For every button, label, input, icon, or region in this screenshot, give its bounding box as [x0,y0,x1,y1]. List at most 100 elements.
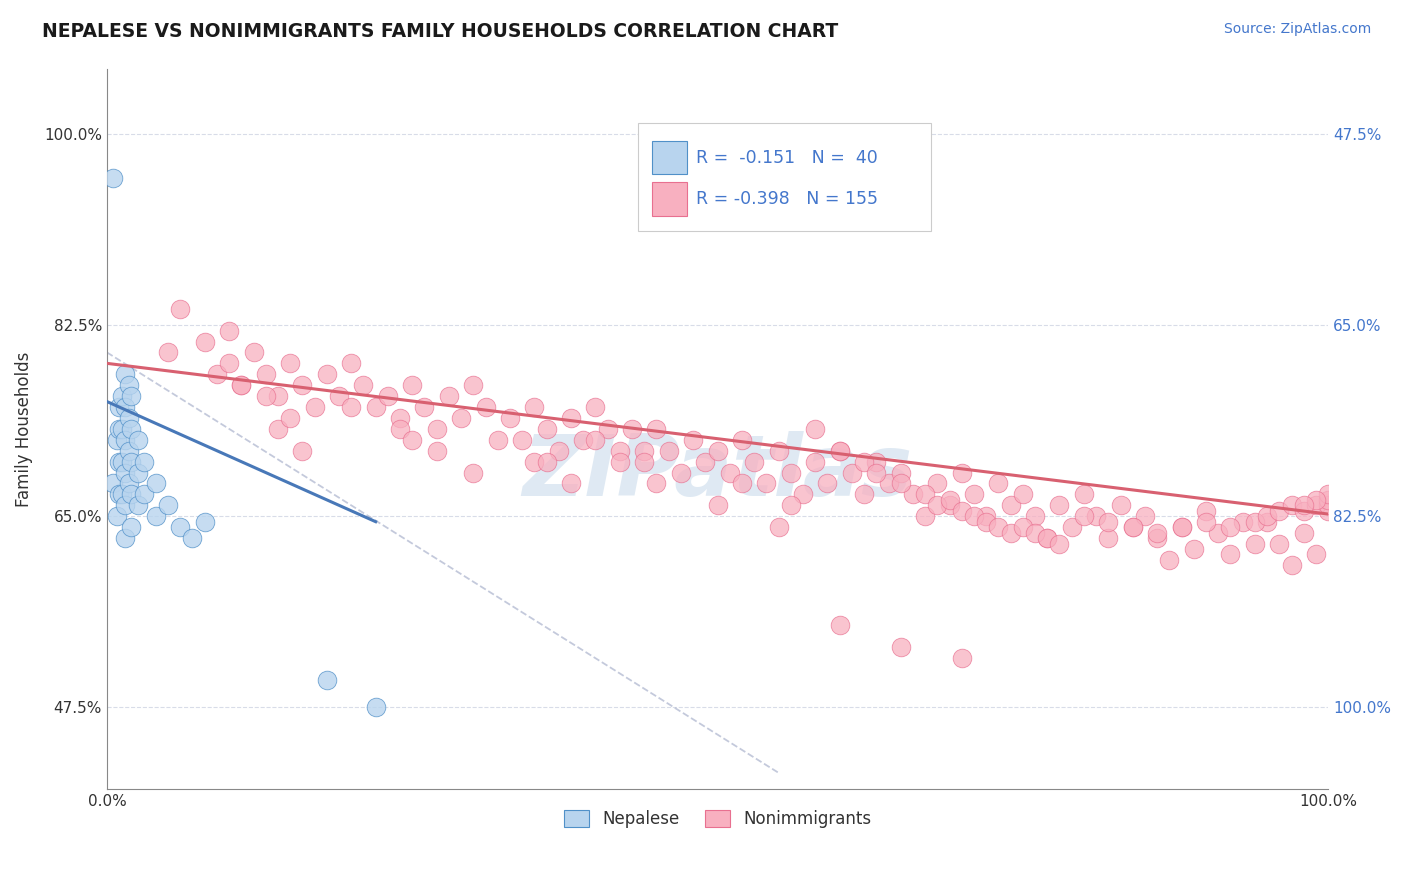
Point [1317,492,1340,507]
Point [111,389,134,403]
Point [779,498,801,512]
Point [145,476,167,491]
Point [157,498,180,512]
Point [779,466,801,480]
Point [181,531,204,545]
Point [523,455,546,469]
Point [194,515,217,529]
Point [1195,515,1218,529]
Point [315,673,337,687]
Point [267,422,290,436]
Point [1097,531,1119,545]
Point [118,443,141,458]
Point [1305,498,1327,512]
Point [1170,520,1192,534]
Point [1281,498,1303,512]
Point [1195,504,1218,518]
Point [974,509,997,524]
Point [1011,487,1033,501]
Point [1256,509,1278,524]
Point [218,324,240,338]
Point [804,422,827,436]
Point [101,170,124,185]
Point [914,487,936,501]
Point [1170,520,1192,534]
Point [377,389,399,403]
Point [974,515,997,529]
Point [890,640,912,655]
Point [194,334,217,349]
Point [609,455,631,469]
Point [218,356,240,370]
Point [706,443,728,458]
Text: Source: ZipAtlas.com: Source: ZipAtlas.com [1223,22,1371,37]
Point [536,422,558,436]
Point [1109,498,1132,512]
Point [101,476,124,491]
Point [474,400,496,414]
Point [315,368,337,382]
Point [278,356,301,370]
Point [804,455,827,469]
Point [114,433,136,447]
Point [111,487,134,501]
Point [1159,553,1181,567]
Point [120,455,142,469]
Point [853,455,876,469]
Point [127,498,149,512]
Point [1219,548,1241,562]
Point [1122,520,1144,534]
Point [828,443,851,458]
Point [560,476,582,491]
Point [938,492,960,507]
Point [108,487,131,501]
Point [1133,509,1156,524]
Point [1000,525,1022,540]
Point [865,466,887,480]
Point [706,498,728,512]
Point [127,433,149,447]
Point [127,466,149,480]
Point [1097,515,1119,529]
Point [950,466,973,480]
Point [120,520,142,534]
Point [114,400,136,414]
Point [596,422,619,436]
Point [118,476,141,491]
Point [828,443,851,458]
Point [1000,498,1022,512]
Point [254,368,277,382]
Point [841,466,863,480]
Point [450,411,472,425]
Point [463,378,485,392]
Point [118,411,141,425]
Point [132,487,155,501]
Point [1219,520,1241,534]
Point [486,433,509,447]
Point [120,389,142,403]
Point [114,368,136,382]
Point [352,378,374,392]
FancyBboxPatch shape [651,141,688,175]
Point [111,455,134,469]
Point [1244,536,1267,550]
Point [364,400,387,414]
FancyBboxPatch shape [651,182,688,216]
Point [1036,531,1059,545]
Point [437,389,460,403]
Point [389,411,412,425]
Text: NEPALESE VS NONIMMIGRANTS FAMILY HOUSEHOLDS CORRELATION CHART: NEPALESE VS NONIMMIGRANTS FAMILY HOUSEHO… [42,22,838,41]
Point [499,411,522,425]
Point [853,487,876,501]
Point [267,389,290,403]
Point [1024,509,1046,524]
Point [105,509,128,524]
Point [108,400,131,414]
Point [1206,525,1229,540]
Point [731,433,754,447]
Point [792,487,814,501]
FancyBboxPatch shape [638,122,931,231]
Point [1317,504,1340,518]
Point [560,411,582,425]
Point [927,498,949,512]
